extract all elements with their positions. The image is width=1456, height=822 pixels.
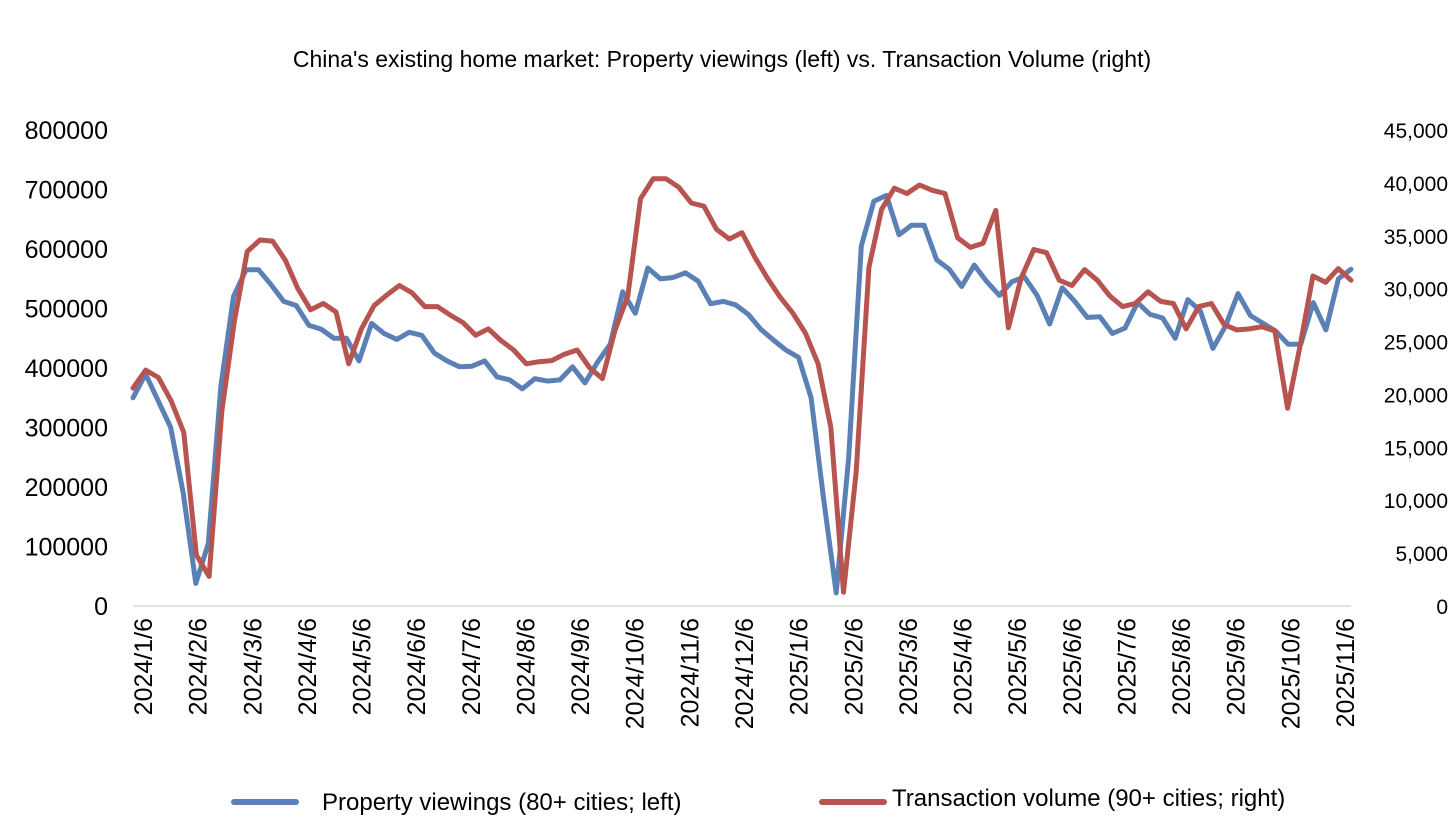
x-tick-label: 2024/5/6 (349, 618, 377, 715)
x-tick-label: 2024/2/6 (185, 618, 213, 715)
x-tick-label: 2024/9/6 (567, 618, 595, 715)
series-line-transactions (130, 176, 1354, 595)
right-tick-label: 25,000 (1384, 332, 1448, 355)
left-axis-ticks: 0 100000 200000 300000 400000 500000 600000 700… (25, 117, 108, 621)
x-tick-label: 2025/6/6 (1059, 618, 1087, 715)
x-tick-label: 2024/8/6 (512, 618, 540, 715)
right-tick-label: 30,000 (1384, 279, 1448, 302)
legend-label-transactions: Transaction volume (90+ cities; right) (892, 785, 1285, 812)
right-tick-label: 20,000 (1384, 384, 1448, 407)
x-tick-label: 2024/1/6 (130, 618, 158, 715)
x-axis-ticks: 2024/1/6 2024/2/6 2024/3/6 2024/4/6 2024/5/6… (130, 618, 1360, 729)
left-tick-label: 200000 (25, 474, 108, 502)
x-tick-label: 2024/3/6 (239, 618, 267, 715)
chart-title: China's existing home market: Property v… (293, 46, 1151, 72)
right-tick-label: 10,000 (1384, 490, 1448, 513)
series-layer (130, 176, 1354, 596)
right-tick-label: 5,000 (1395, 543, 1448, 566)
x-tick-label: 2024/6/6 (403, 618, 431, 715)
right-axis-ticks: 0 5,000 10,000 15,000 20,000 25,000 30,000 35,0… (1384, 120, 1448, 619)
legend-label-viewings: Property viewings (80+ cities; left) (322, 789, 681, 816)
left-tick-label: 800000 (25, 117, 108, 145)
x-tick-label: 2025/8/6 (1168, 618, 1196, 715)
x-tick-label: 2025/9/6 (1223, 618, 1251, 715)
x-tick-label: 2024/7/6 (458, 618, 486, 715)
legend: Property viewings (80+ cities; left) Tra… (231, 785, 1285, 816)
left-tick-label: 600000 (25, 236, 108, 264)
right-tick-label: 0 (1436, 596, 1448, 619)
left-tick-label: 100000 (25, 534, 108, 562)
left-tick-label: 300000 (25, 415, 108, 443)
right-tick-label: 35,000 (1384, 226, 1448, 249)
right-tick-label: 45,000 (1384, 120, 1448, 143)
x-tick-label: 2024/12/6 (731, 618, 759, 729)
x-tick-label: 2025/7/6 (1113, 618, 1141, 715)
right-tick-label: 15,000 (1384, 437, 1448, 460)
x-tick-label: 2024/11/6 (676, 618, 704, 727)
x-tick-label: 2025/4/6 (950, 618, 978, 715)
right-tick-label: 40,000 (1384, 173, 1448, 196)
left-tick-label: 500000 (25, 296, 108, 324)
series-line-viewings (130, 192, 1354, 596)
x-tick-label: 2025/3/6 (895, 618, 923, 715)
left-tick-label: 700000 (25, 177, 108, 205)
left-tick-label: 0 (94, 593, 108, 621)
x-tick-label: 2024/10/6 (622, 618, 650, 729)
left-tick-label: 400000 (25, 355, 108, 383)
x-tick-label: 2025/1/6 (786, 618, 814, 715)
x-tick-label: 2025/11/6 (1332, 618, 1360, 727)
x-tick-label: 2024/4/6 (294, 618, 322, 715)
x-tick-label: 2025/2/6 (840, 618, 868, 715)
x-tick-label: 2025/10/6 (1277, 618, 1305, 729)
x-tick-label: 2025/5/6 (1004, 618, 1032, 715)
